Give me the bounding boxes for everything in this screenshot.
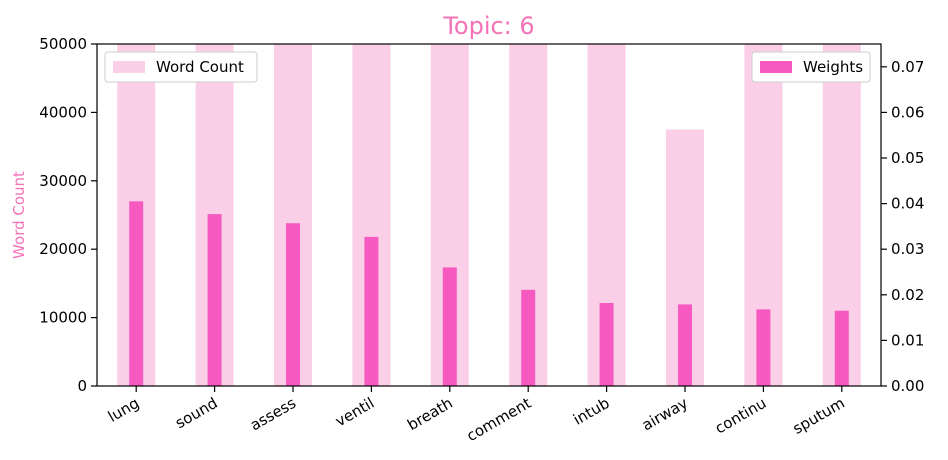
weight-bars [129,201,849,386]
left-tick-label: 50000 [39,35,87,53]
plot-frame [96,43,882,387]
right-tick-label: 0.03 [891,240,924,258]
weight-bar-sputum [834,310,849,386]
weight-bar-ventil [364,236,379,386]
legend-weights: Weights [751,51,871,83]
right-tick-label: 0.00 [891,377,924,395]
x-tick-label-breath: breath [404,394,456,434]
weight-bar-sound [207,214,222,386]
weight-bar-intub [599,303,614,386]
legend-word-count: Word Count [104,51,258,83]
legend-word-count-label: Word Count [156,58,244,76]
right-tick-label: 0.04 [891,195,924,213]
left-tick-label: 40000 [39,103,87,121]
weight-bar-airway [678,304,692,386]
y-axis-label: Word Count [10,171,28,259]
left-tick-label: 30000 [39,172,87,190]
weight-bar-comment [521,289,536,386]
chart-title: Topic: 6 [442,12,534,40]
right-axis: 0.00 0.01 0.02 0.03 0.04 0.05 0.06 0.07 [881,58,924,395]
x-axis: lung sound assess ventil breath comment intub a… [105,386,848,445]
x-tick-label-sound: sound [172,394,220,432]
x-tick-label-lung: lung [105,394,142,426]
weight-bar-lung [129,201,144,386]
x-tick-label-intub: intub [570,394,612,429]
x-tick-label-assess: assess [247,394,299,435]
left-tick-label: 10000 [39,309,87,327]
word-count-bars [117,44,861,386]
weight-bar-continu [756,309,771,386]
right-tick-label: 0.06 [891,103,924,121]
right-tick-label: 0.05 [891,149,924,167]
left-tick-label: 20000 [39,240,87,258]
right-tick-label: 0.01 [891,331,924,349]
right-tick-label: 0.07 [891,58,924,76]
right-tick-label: 0.02 [891,286,924,304]
x-tick-label-airway: airway [639,394,691,435]
weight-bar-breath [442,267,457,386]
x-tick-label-sputum: sputum [790,394,848,438]
x-tick-label-comment: comment [463,394,534,445]
left-tick-label: 0 [77,377,87,395]
legend-weights-label: Weights [803,58,863,76]
left-axis: 0 10000 20000 30000 40000 50000 [39,35,97,395]
weight-bar-assess [286,223,300,386]
x-tick-label-continu: continu [712,394,769,438]
legend-weights-swatch [760,61,792,73]
x-tick-label-ventil: ventil [332,394,377,431]
legend-word-count-swatch [113,61,145,73]
